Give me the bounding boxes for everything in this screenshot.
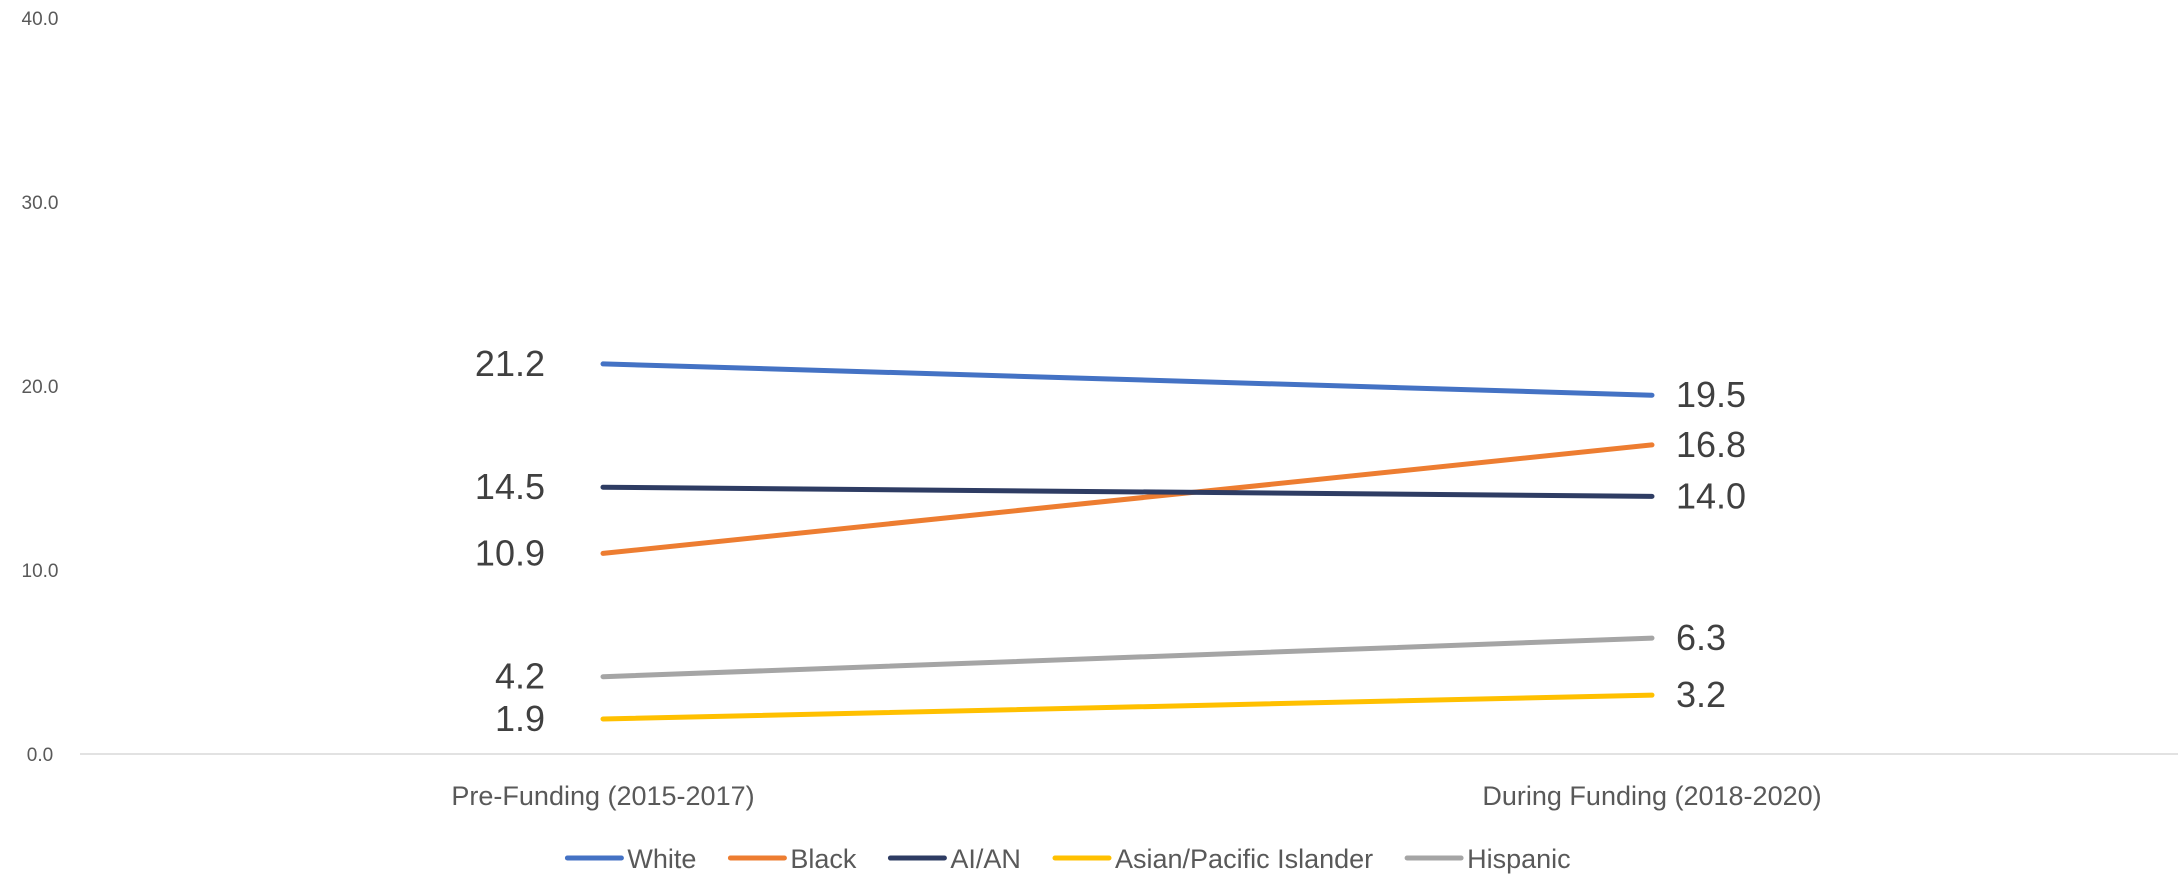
- legend-label: White: [627, 844, 696, 874]
- series-line-black: [600, 442, 1655, 556]
- data-label: 14.5: [475, 466, 545, 507]
- y-tick-label: 10.0: [22, 561, 59, 582]
- legend-item: White: [564, 844, 696, 874]
- legend-item: Black: [727, 844, 857, 874]
- series-line-hispanic: [600, 635, 1655, 680]
- legend-label: Hispanic: [1467, 844, 1571, 874]
- data-label: 3.2: [1676, 674, 1726, 715]
- data-label: 10.9: [475, 532, 545, 573]
- series-line-white: [600, 361, 1655, 398]
- series-layer: [600, 361, 1655, 722]
- data-label: 21.2: [475, 343, 545, 384]
- data-label: 14.0: [1676, 475, 1746, 516]
- legend-item: Hispanic: [1404, 844, 1571, 874]
- axis-layer: 0.0 10.0 20.0 30.0 40.0 Pre-Funding (2015-201…: [22, 9, 2178, 811]
- data-label: 4.2: [495, 656, 545, 697]
- y-tick-label: 40.0: [22, 9, 59, 30]
- legend-label: AI/AN: [950, 844, 1021, 874]
- data-label-layer: 21.2 19.5 10.9 16.8 14.5 14.0 1.9 3.2 4.2 6.3: [475, 343, 1746, 739]
- legend-label: Asian/Pacific Islander: [1115, 844, 1373, 874]
- data-label: 19.5: [1676, 374, 1746, 415]
- data-label: 6.3: [1676, 617, 1726, 658]
- y-tick-label: 30.0: [22, 193, 59, 214]
- data-label: 1.9: [495, 698, 545, 739]
- series-line-asian-pacific-islander: [600, 692, 1655, 722]
- legend-item: AI/AN: [887, 844, 1021, 874]
- x-category-label: During Funding (2018-2020): [1482, 781, 1821, 811]
- y-tick-label: 20.0: [22, 377, 59, 398]
- legend-label: Black: [790, 844, 857, 874]
- legend-item: Asian/Pacific Islander: [1052, 844, 1373, 874]
- series-line-ai-an: [600, 484, 1655, 499]
- y-tick-label: 0.0: [27, 745, 53, 766]
- data-label: 16.8: [1676, 424, 1746, 465]
- legend: White Black AI/AN Asian/Pacific Islander His…: [564, 844, 1571, 874]
- x-category-label: Pre-Funding (2015-2017): [451, 781, 754, 811]
